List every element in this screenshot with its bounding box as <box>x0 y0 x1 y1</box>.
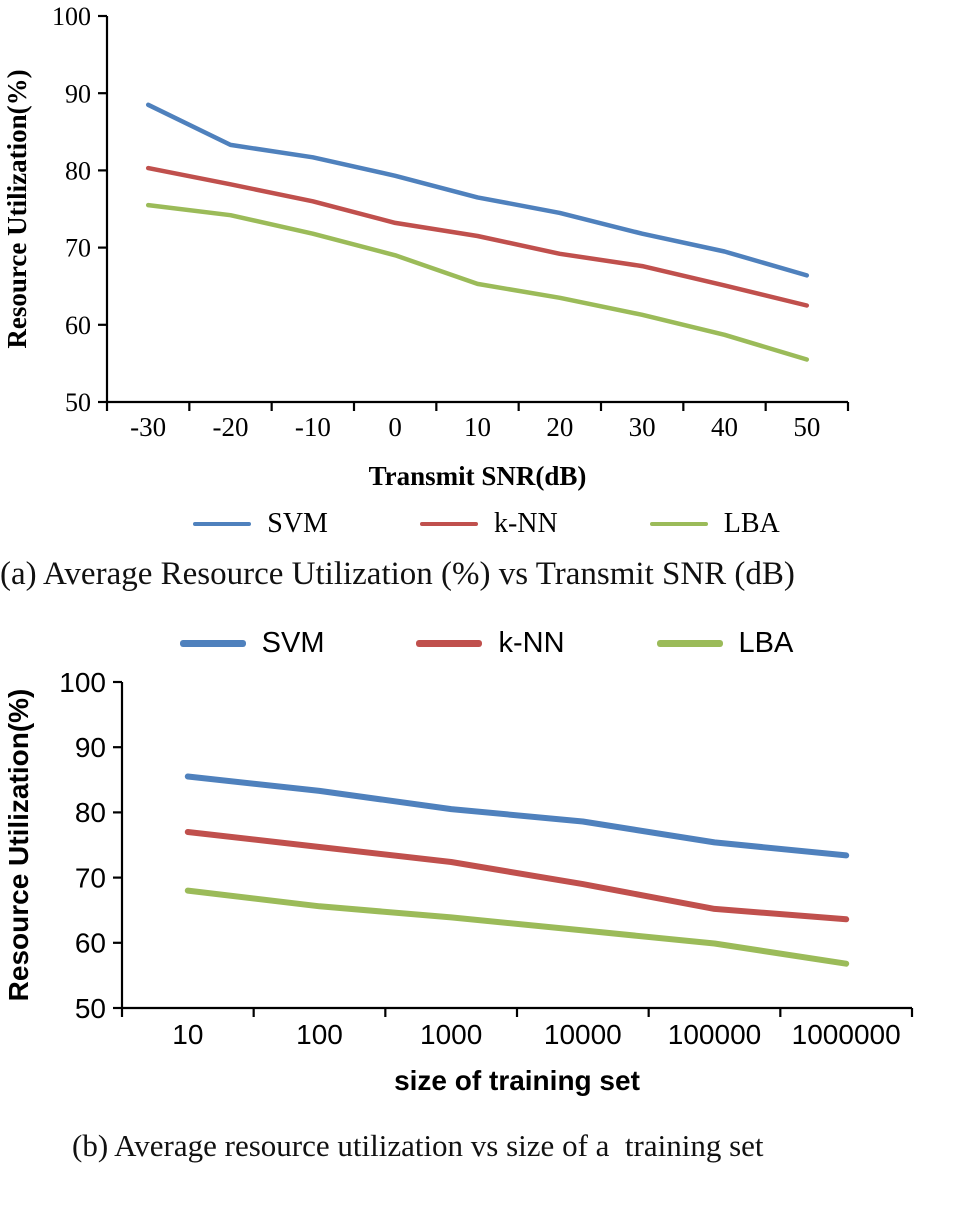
legend-item-svm: SVM <box>193 508 328 540</box>
x-tick-label: 1000000 <box>792 1019 901 1050</box>
legend-item-k-nn: k-NN <box>419 508 558 540</box>
legend-item-svm: SVM <box>179 627 325 660</box>
x-tick-label: 1000 <box>420 1019 482 1050</box>
x-tick-label: 30 <box>629 412 656 442</box>
x-tick-label: 10 <box>172 1019 203 1050</box>
legend-label-lba: LBA <box>723 508 780 539</box>
x-tick-label: -30 <box>130 412 166 442</box>
legend-label-lba: LBA <box>738 627 794 659</box>
legend-swatch-k-nn <box>419 522 478 526</box>
x-tick-label: 100000 <box>668 1019 761 1050</box>
legend-label-svm: SVM <box>267 508 328 539</box>
chart-b-canvas: 50 60 70 80 90 100 10 100 1000 10000 100000 1000000… <box>3 670 914 1096</box>
series-line-k-nn <box>145 165 810 308</box>
legend-label-svm: SVM <box>261 627 325 659</box>
series-line-svm <box>145 102 810 278</box>
legend-swatch-svm <box>193 522 252 526</box>
x-tick-label: -20 <box>213 412 249 442</box>
x-tick-label: 50 <box>793 412 820 442</box>
y-axis-title: Resource Utilization(%) <box>2 69 32 348</box>
y-tick-label: 90 <box>65 79 91 108</box>
x-tick-label: -10 <box>295 412 331 442</box>
y-tick-label: 90 <box>75 732 106 763</box>
legend-swatch-lba <box>656 640 723 647</box>
y-tick-label: 100 <box>59 670 106 698</box>
legend-swatch-svm <box>179 640 246 647</box>
y-tick-label: 60 <box>75 928 106 959</box>
y-tick-label: 80 <box>75 797 106 828</box>
legend-swatch-lba <box>649 522 708 526</box>
x-tick-label: 0 <box>388 412 402 442</box>
y-tick-label: 70 <box>75 862 106 893</box>
legend-chart-b: SVM k-NN LBA <box>0 627 973 660</box>
y-tick-label: 50 <box>75 993 106 1024</box>
x-tick-label: 40 <box>711 412 738 442</box>
y-tick-label: 50 <box>65 388 91 417</box>
x-tick-label: 100 <box>296 1019 343 1050</box>
legend-chart-a: SVM k-NN LBA <box>0 508 973 540</box>
legend-item-lba: LBA <box>656 627 794 660</box>
caption-chart-b: (b) Average resource utilization vs size… <box>72 1128 764 1163</box>
legend-swatch-k-nn <box>416 640 483 647</box>
y-axis-title: Resource Utilization(%) <box>3 689 34 1002</box>
y-tick-label: 70 <box>65 234 91 263</box>
x-tick-label: 20 <box>546 412 573 442</box>
legend-label-k-nn: k-NN <box>493 508 558 539</box>
legend-item-lba: LBA <box>649 508 780 540</box>
series-line-lba <box>145 202 810 362</box>
series-line-lba <box>184 887 850 967</box>
y-tick-label: 100 <box>52 2 91 31</box>
x-axis-title: Transmit SNR(dB) <box>369 461 587 491</box>
x-axis-title: size of training set <box>394 1065 640 1096</box>
x-tick-label: 10 <box>464 412 491 442</box>
legend-label-k-nn: k-NN <box>498 627 565 659</box>
legend-item-k-nn: k-NN <box>416 627 565 660</box>
x-tick-label: 10000 <box>544 1019 622 1050</box>
y-tick-label: 80 <box>65 157 91 186</box>
series-line-k-nn <box>184 829 850 923</box>
y-tick-label: 60 <box>65 311 91 340</box>
series-line-svm <box>184 773 850 859</box>
caption-chart-a: (a) Average Resource Utilization (%) vs … <box>0 556 795 592</box>
chart-a-canvas: 50 60 70 80 90 100 -30 -20 -10 0 10 20 30 40 50 Transmi… <box>2 2 850 491</box>
figure-page: 50 60 70 80 90 100 -30 -20 -10 0 10 20 30 40 50 Transmi… <box>0 2 973 1163</box>
